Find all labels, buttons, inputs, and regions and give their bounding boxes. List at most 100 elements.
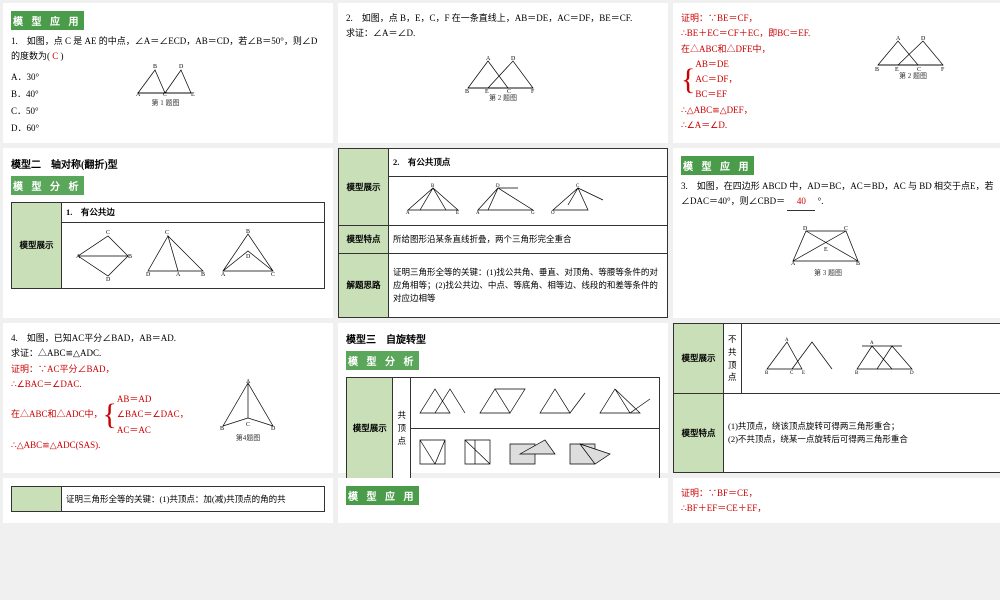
proof-b3: 证明：∵BF＝CE， ∴BF＋EF＝CE＋EF， bbox=[681, 486, 995, 517]
q4-stem: 4. 如图，已知AC平分∠BAD，AB＝AD. bbox=[11, 331, 325, 346]
cell-model2b: 模型展示 2. 有公共顶点 ABE ADG OC 模型特点 所给图形沿某条直线折… bbox=[338, 148, 668, 318]
svg-text:E: E bbox=[456, 211, 459, 216]
tbl-m2a: 模型展示 1. 有公共边 ABCD DABC ACBD bbox=[11, 202, 325, 289]
fig-p2-cap: 第 2 题图 bbox=[873, 71, 953, 81]
m2b-figs: ABE ADG OC bbox=[389, 177, 668, 226]
m3-h: 模型展示 bbox=[347, 378, 393, 480]
tag-yy-3: 模 型 应 用 bbox=[346, 486, 419, 505]
p4-b1: AB＝AD bbox=[117, 392, 189, 407]
tag-yingyong: 模 型 应 用 bbox=[11, 11, 84, 30]
svg-text:B: B bbox=[465, 89, 469, 93]
fig-q4-cap: 第4题图 bbox=[213, 433, 283, 443]
cell-proof2: 证明：∵BE＝CF， ∴BE＋EC＝CF＋EC，即BC＝EF. 在△ABC和△D… bbox=[673, 3, 1000, 143]
q4-text: 4. 如图，已知AC平分∠BAD，AB＝AD. 求证：△ABC≌△ADC. bbox=[11, 331, 325, 362]
svg-text:C: C bbox=[790, 371, 794, 376]
b3-l1: ∴BF＋EF＝CE＋EF， bbox=[681, 501, 995, 516]
fig-q1: ACE BD 第 1 题图 bbox=[133, 58, 198, 108]
svg-text:D: D bbox=[146, 272, 151, 278]
svg-text:C: C bbox=[106, 230, 110, 236]
svg-text:B: B bbox=[765, 371, 769, 376]
m2-h: 模型展示 bbox=[12, 203, 62, 289]
m2b-h1: 模型展示 bbox=[339, 149, 389, 226]
svg-text:C: C bbox=[165, 230, 169, 236]
p2-b3: BC＝EF bbox=[695, 87, 737, 102]
svg-text:D: D bbox=[179, 64, 184, 70]
svg-text:A: A bbox=[791, 261, 796, 267]
svg-text:B: B bbox=[431, 184, 435, 189]
p4-l0: 证明：∵AC平分∠BAD， bbox=[11, 362, 325, 377]
cell-model3: 模型三 自旋转型 模 型 分 析 模型展示 共顶点 bbox=[338, 323, 668, 473]
m3b-h1: 模型展示 bbox=[674, 324, 724, 394]
svg-text:D: D bbox=[246, 254, 251, 260]
svg-text:A: A bbox=[176, 272, 181, 278]
m3b-r2: (2)不共顶点，绕某一点旋转后可得两三角形重合 bbox=[728, 433, 998, 446]
m2b-r1: 2. 有公共顶点 bbox=[389, 149, 668, 177]
p4-l2: 在△ABC和△ADC中， bbox=[11, 407, 103, 422]
m2b-h3: 解题思路 bbox=[339, 253, 389, 317]
svg-text:A: A bbox=[406, 211, 410, 216]
m3b-r1: (1)共顶点，绕该顶点旋转可得两三角形重合； bbox=[728, 420, 998, 433]
m2b-r2: 所给图形沿某条直线折叠，两个三角形完全重合 bbox=[389, 225, 668, 253]
q3-text: 3. 如图，在四边形 ABCD 中，AD＝BC，AC＝BD，AC 与 BD 相交… bbox=[681, 179, 995, 211]
q2-text: 2. 如图，点 B，E，C，F 在一条直线上，AB＝DE，AC＝DF，BE＝CF… bbox=[346, 11, 660, 42]
b1-txt: 证明三角形全等的关键：(1)共顶点：加(减)共顶点的角的共 bbox=[62, 487, 325, 512]
svg-text:B: B bbox=[855, 371, 859, 376]
q4-prove: 求证：△ABC≌△ADC. bbox=[11, 346, 325, 361]
svg-text:A: A bbox=[476, 211, 480, 216]
svg-text:E: E bbox=[191, 92, 195, 98]
svg-text:B: B bbox=[856, 261, 860, 267]
svg-text:A: A bbox=[870, 341, 874, 346]
svg-text:A: A bbox=[136, 92, 141, 98]
svg-text:B: B bbox=[246, 229, 250, 235]
fig-q4: ABCD 第4题图 bbox=[213, 378, 283, 443]
b3-l0: 证明：∵BF＝CE， bbox=[681, 486, 995, 501]
svg-text:D: D bbox=[803, 226, 808, 232]
q2-stem: 2. 如图，点 B，E，C，F 在一条直线上，AB＝DE，AC＝DF，BE＝CF… bbox=[346, 11, 660, 26]
m2-r1: 1. 有公共边 bbox=[62, 203, 325, 223]
svg-text:B: B bbox=[128, 254, 132, 260]
p2-l0: 证明：∵BE＝CF， bbox=[681, 11, 995, 26]
svg-text:E: E bbox=[824, 247, 828, 253]
svg-text:D: D bbox=[106, 277, 111, 281]
svg-text:C: C bbox=[246, 422, 250, 428]
tbl-m3b: 模型展示 不共顶点 ABCE ABD 模型特点 (1)共顶点，绕该顶点旋转可得两… bbox=[673, 323, 1000, 473]
m3-figs2 bbox=[411, 428, 660, 479]
tbl-m3: 模型展示 共顶点 bbox=[346, 377, 660, 480]
tag-fx-2: 模 型 分 析 bbox=[346, 351, 419, 370]
m2-figs: ABCD DABC ACBD bbox=[62, 222, 325, 288]
cell-q4: 4. 如图，已知AC平分∠BAD，AB＝AD. 求证：△ABC≌△ADC. 证明… bbox=[3, 323, 333, 473]
q2-prove: 求证：∠A＝∠D. bbox=[346, 26, 660, 41]
m2b-r3: 证明三角形全等的关键：(1)找公共角、垂直、对顶角、等腰等条件的对应角相等；(2… bbox=[389, 253, 668, 317]
svg-text:C: C bbox=[576, 184, 580, 189]
m3b-h2: 模型特点 bbox=[674, 394, 724, 473]
fig-q3-cap: 第 3 题图 bbox=[788, 268, 868, 278]
svg-text:D: D bbox=[910, 371, 914, 376]
cell-q3: 模 型 应 用 3. 如图，在四边形 ABCD 中，AD＝BC，AC＝BD，AC… bbox=[673, 148, 1000, 318]
fig-q1-cap: 第 1 题图 bbox=[133, 98, 198, 108]
svg-text:B: B bbox=[875, 67, 879, 71]
svg-text:A: A bbox=[785, 338, 789, 343]
svg-text:A: A bbox=[246, 379, 251, 385]
tbl-b1: 证明三角形全等的关键：(1)共顶点：加(减)共顶点的角的共 bbox=[11, 486, 325, 512]
b1-h bbox=[12, 487, 62, 512]
p2-b2: AC＝DF， bbox=[695, 72, 737, 87]
p4-b2: ∠BAC＝∠DAC， bbox=[117, 407, 189, 422]
q1-answer: C bbox=[52, 51, 58, 61]
p2-l3: ∴△ABC≌△DEF， bbox=[681, 103, 995, 118]
svg-text:B: B bbox=[220, 426, 224, 432]
svg-text:C: C bbox=[844, 226, 848, 232]
svg-text:B: B bbox=[153, 64, 157, 70]
fig-q3: A B C D E 第 3 题图 bbox=[788, 223, 868, 278]
cell-bottom3: 证明：∵BF＝CE， ∴BF＋EF＝CE＋EF， bbox=[673, 478, 1000, 523]
svg-text:A: A bbox=[896, 36, 901, 42]
cell-bottom2: 模 型 应 用 bbox=[338, 478, 668, 523]
q3-ans: 40 bbox=[787, 194, 815, 210]
fig-proof2: BECF AD 第 2 题图 bbox=[873, 33, 953, 81]
m2-svg: ABCD DABC ACBD bbox=[73, 226, 313, 281]
svg-text:A: A bbox=[486, 56, 491, 62]
svg-text:D: D bbox=[496, 184, 500, 189]
svg-text:O: O bbox=[551, 211, 555, 216]
p4-b3: AC＝AC bbox=[117, 423, 189, 438]
cell-model2: 模型二 轴对称(翻折)型 模 型 分 析 模型展示 1. 有公共边 ABCD D… bbox=[3, 148, 333, 318]
q3-stem: 3. 如图，在四边形 ABCD 中，AD＝BC，AC＝BD，AC 与 BD 相交… bbox=[681, 181, 994, 206]
